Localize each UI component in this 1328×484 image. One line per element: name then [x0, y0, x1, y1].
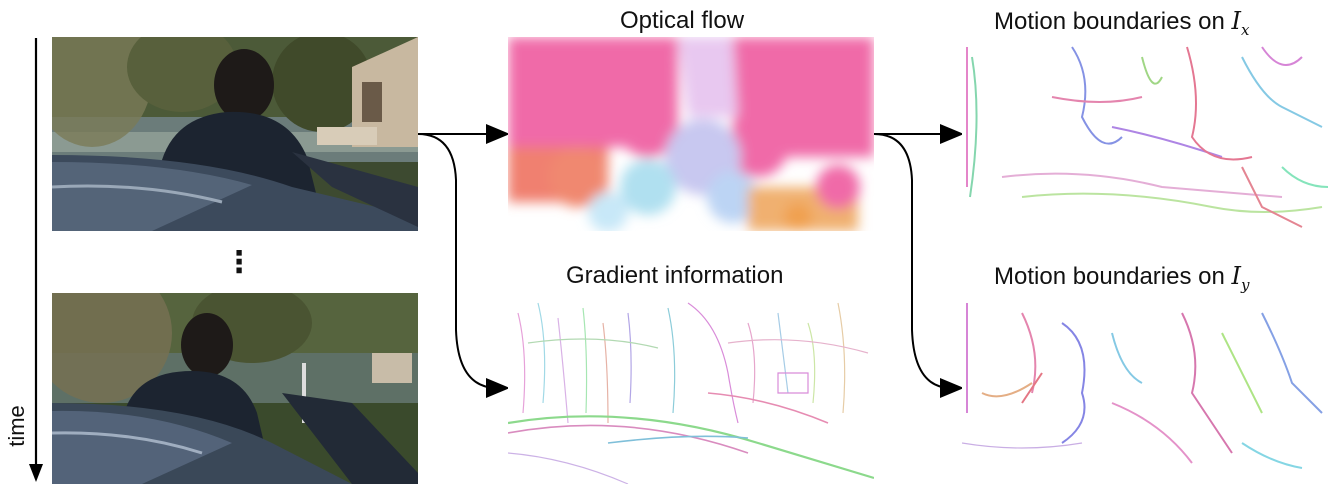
time-axis	[29, 38, 43, 482]
time-label: time	[3, 396, 31, 456]
arrows-right	[873, 124, 964, 398]
motion-boundaries-y-prefix: Motion boundaries on	[994, 263, 1225, 290]
video-frame-bottom	[52, 293, 418, 484]
video-frame-top	[52, 37, 418, 231]
motion-boundaries-x-sub: x	[1240, 20, 1250, 39]
time-label-text: time	[4, 405, 29, 447]
motion-boundaries-x-title: Motion boundaries on Ix	[994, 7, 1249, 44]
arrows-left	[417, 124, 510, 398]
optical-flow-panel	[508, 37, 874, 231]
motion-boundaries-x-panel	[962, 37, 1328, 231]
gradient-information-title: Gradient information	[566, 262, 784, 289]
motion-boundaries-x-prefix: Motion boundaries on	[994, 8, 1225, 35]
gradient-information-panel	[508, 293, 874, 484]
frame-ellipsis: ⋮	[224, 246, 254, 279]
motion-boundaries-y-var: I	[1231, 262, 1241, 290]
motion-boundaries-y-sub: y	[1240, 275, 1250, 294]
motion-boundaries-y-title: Motion boundaries on Iy	[994, 262, 1249, 299]
optical-flow-title: Optical flow	[620, 7, 745, 34]
motion-boundaries-x-var: I	[1231, 7, 1241, 35]
motion-boundaries-y-panel	[962, 293, 1328, 484]
